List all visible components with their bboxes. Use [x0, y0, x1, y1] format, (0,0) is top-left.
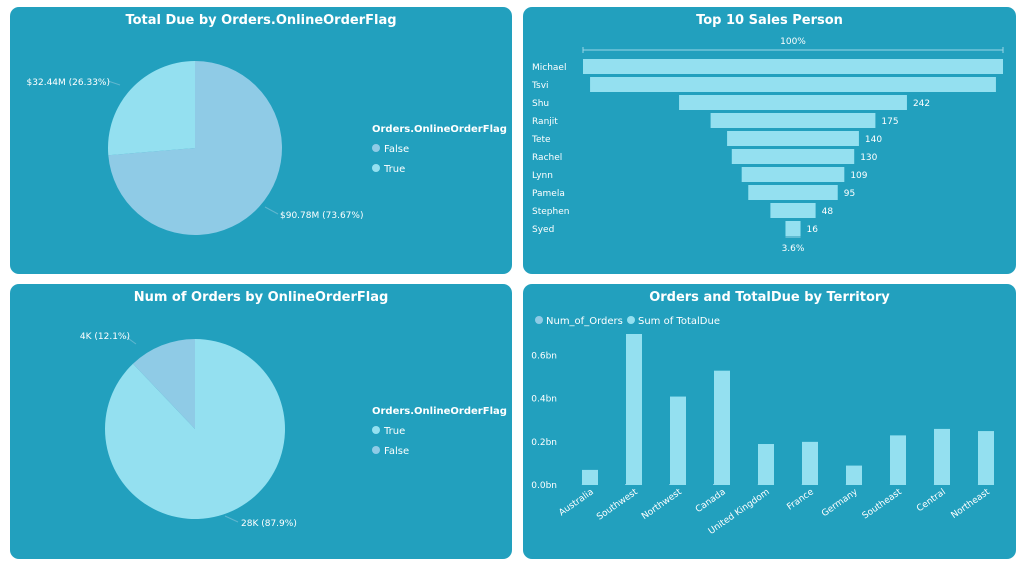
x-tick-label: Australia — [557, 487, 595, 518]
funnel-value-label: 109 — [850, 171, 867, 181]
bar-total-due[interactable] — [802, 441, 818, 485]
funnel-category-label: Ranjit — [532, 117, 558, 127]
bar-total-due[interactable] — [626, 334, 642, 485]
bar-total-due[interactable] — [714, 370, 730, 485]
legend-item[interactable]: Sum of TotalDue — [638, 316, 720, 327]
funnel-top-percent: 100% — [780, 37, 806, 47]
x-tick-label: Central — [915, 487, 948, 514]
funnel-bar[interactable] — [679, 95, 907, 110]
territory-bar-chart: Num_of_Orders Sum of TotalDue 0.0bn 0.2bn 0.… — [531, 316, 994, 537]
bar-total-due[interactable] — [582, 469, 598, 485]
bar-num-orders[interactable] — [669, 484, 670, 485]
x-tick-label: Southwest — [595, 487, 640, 523]
leader-line — [124, 335, 137, 345]
slice-data-label: 4K (12.1%) — [80, 332, 130, 342]
pie-slice-false[interactable] — [132, 339, 195, 429]
pie-slice-true[interactable] — [105, 339, 286, 519]
funnel-category-label: Shu — [532, 99, 549, 109]
bar-total-due[interactable] — [846, 465, 862, 485]
funnel-bar[interactable] — [590, 77, 996, 92]
chart-title: Orders and TotalDue by Territory — [649, 290, 890, 305]
slice-data-label: 28K (87.9%) — [241, 519, 297, 529]
num-orders-panel: Num of Orders by OnlineOrderFlag 28K (87… — [10, 284, 512, 559]
x-tick-label: France — [785, 487, 816, 513]
funnel-bar[interactable] — [583, 59, 1003, 74]
legend-item[interactable]: Num_of_Orders — [546, 316, 623, 327]
leader-line — [224, 515, 239, 523]
legend-marker — [535, 316, 543, 324]
funnel-value-label: 175 — [881, 117, 898, 127]
bar-total-due[interactable] — [934, 428, 950, 485]
funnel-category-label: Tsvi — [531, 81, 549, 91]
funnel-bar[interactable] — [731, 149, 855, 164]
y-tick-label: 0.0bn — [531, 481, 557, 491]
legend-title: Orders.OnlineOrderFlag — [372, 406, 507, 417]
funnel-category-label: Pamela — [532, 189, 565, 199]
top-sales-person-panel: Top 10 Sales Person 100% Michael Tsvi Shu 24… — [523, 7, 1016, 274]
pie-slice-true[interactable] — [108, 61, 195, 156]
total-due-panel: Total Due by Orders.OnlineOrderFlag $90.… — [10, 7, 512, 274]
x-tick-label: Germany — [820, 487, 860, 519]
funnel-bar[interactable] — [770, 203, 816, 218]
leader-line — [264, 206, 279, 215]
funnel-category-label: Tete — [531, 135, 551, 145]
bar-num-orders[interactable] — [713, 483, 714, 485]
funnel-category-label: Syed — [532, 225, 554, 235]
bar-total-due[interactable] — [758, 444, 774, 485]
y-tick-label: 0.6bn — [531, 352, 557, 362]
bar-total-due[interactable] — [978, 431, 994, 485]
legend-marker — [627, 316, 635, 324]
funnel-category-label: Michael — [532, 63, 566, 73]
legend-marker — [372, 144, 380, 152]
legend-title: Orders.OnlineOrderFlag — [372, 124, 507, 135]
funnel-value-label: 242 — [913, 99, 930, 109]
slice-data-label: $32.44M (26.33%) — [27, 78, 110, 88]
legend-marker — [372, 446, 380, 454]
funnel-category-label: Stephen — [532, 207, 569, 217]
y-tick-label: 0.2bn — [531, 438, 557, 448]
pie-slice-false[interactable] — [108, 61, 283, 235]
funnel-value-label: 140 — [865, 135, 882, 145]
funnel-bar[interactable] — [727, 131, 859, 146]
funnel-bar[interactable] — [748, 185, 838, 200]
x-tick-label: Northeast — [950, 487, 993, 521]
legend-item-false[interactable]: False — [384, 144, 409, 155]
legend-item-true[interactable]: True — [383, 426, 405, 437]
legend-item-false[interactable]: False — [384, 446, 409, 457]
bar-total-due[interactable] — [670, 396, 686, 485]
chart-title: Num of Orders by OnlineOrderFlag — [133, 290, 389, 305]
y-tick-label: 0.4bn — [531, 395, 557, 405]
funnel-value-label: 95 — [844, 189, 855, 199]
x-tick-label: Southeast — [861, 487, 904, 522]
leader-line — [107, 80, 121, 86]
num-orders-pie-chart: 28K (87.9%) 4K (12.1%) Orders.OnlineOrderF… — [80, 332, 507, 529]
legend-marker — [372, 426, 380, 434]
x-tick-label: Canada — [694, 487, 728, 515]
funnel-bottom-percent: 3.6% — [782, 244, 805, 254]
slice-data-label: $90.78M (73.67%) — [280, 211, 363, 221]
x-tick-label: Northwest — [640, 487, 684, 522]
legend-marker — [372, 164, 380, 172]
funnel-category-label: Lynn — [532, 171, 553, 181]
bar-num-orders[interactable] — [625, 484, 626, 485]
funnel-category-label: Rachel — [532, 153, 562, 163]
sales-person-funnel-chart: 100% Michael Tsvi Shu 242 Ranjit 175 Tete 140 Rac… — [531, 37, 1004, 254]
territory-panel: Orders and TotalDue by Territory Num_of_… — [523, 284, 1016, 559]
chart-title: Total Due by Orders.OnlineOrderFlag — [125, 13, 397, 28]
legend-item-true[interactable]: True — [383, 164, 405, 175]
bar-total-due[interactable] — [890, 435, 906, 485]
chart-title: Top 10 Sales Person — [696, 13, 843, 28]
funnel-bar[interactable] — [710, 113, 876, 128]
funnel-bar[interactable] — [741, 167, 845, 182]
funnel-value-label: 48 — [822, 207, 834, 217]
funnel-bar[interactable] — [785, 221, 801, 236]
total-due-pie-chart: $90.78M (73.67%) $32.44M (26.33%) Orders.O… — [27, 61, 507, 235]
funnel-value-label: 130 — [860, 153, 877, 163]
funnel-value-label: 16 — [807, 225, 819, 235]
